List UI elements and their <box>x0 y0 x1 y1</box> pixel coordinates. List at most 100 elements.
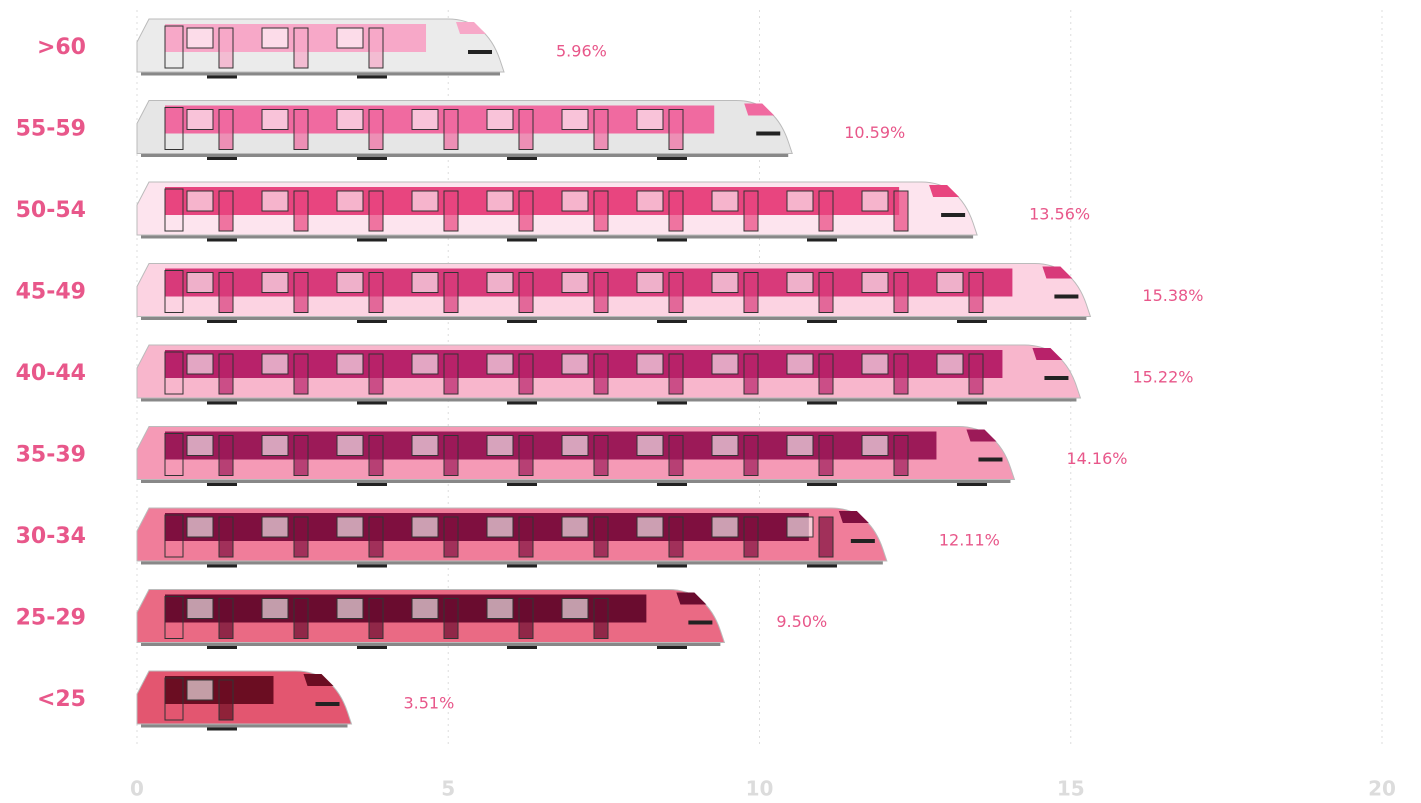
train-door <box>219 28 233 68</box>
train-door <box>519 599 533 639</box>
train-door <box>294 191 308 231</box>
train-door <box>519 354 533 394</box>
train-door <box>519 517 533 557</box>
train-window <box>187 599 213 619</box>
train-door <box>219 517 233 557</box>
train-window <box>937 354 963 374</box>
train-light <box>1044 376 1068 380</box>
train-window <box>337 599 363 619</box>
train-window <box>712 191 738 211</box>
train-door <box>669 517 683 557</box>
train-door <box>594 436 608 476</box>
train-door <box>594 110 608 150</box>
train-light <box>851 539 875 543</box>
train-window <box>637 110 663 130</box>
train <box>137 101 792 159</box>
train-door <box>369 110 383 150</box>
train <box>137 345 1080 403</box>
train-door <box>744 436 758 476</box>
train-door <box>444 110 458 150</box>
train-window <box>412 110 438 130</box>
train <box>137 264 1090 322</box>
train-door <box>294 517 308 557</box>
x-tick-label: 5 <box>441 777 455 801</box>
train-window <box>412 599 438 619</box>
train-door <box>744 191 758 231</box>
train-light <box>688 621 712 625</box>
train-window <box>187 436 213 456</box>
train-window <box>562 273 588 293</box>
train-window <box>787 517 813 537</box>
chart: 05101520>605.96%55-5910.59%50-5413.56%45… <box>0 0 1421 803</box>
y-tick-label: <25 <box>37 687 86 712</box>
train-nose <box>839 511 869 523</box>
train-window <box>262 28 288 48</box>
train-door <box>819 273 833 313</box>
train-nose <box>966 430 996 442</box>
train-window <box>562 599 588 619</box>
train-door <box>294 273 308 313</box>
train-door <box>594 354 608 394</box>
train-door <box>219 110 233 150</box>
train-window <box>412 436 438 456</box>
train-window <box>262 110 288 130</box>
train-light <box>756 132 780 136</box>
train-band <box>165 106 714 134</box>
train-door <box>369 28 383 68</box>
train-window <box>787 191 813 211</box>
train <box>137 590 724 648</box>
train-door <box>369 273 383 313</box>
train-window <box>487 354 513 374</box>
train-window <box>712 354 738 374</box>
train-window <box>262 599 288 619</box>
x-tick-label: 20 <box>1368 777 1396 801</box>
train-door <box>594 191 608 231</box>
y-tick-label: 25-29 <box>16 606 86 631</box>
train-window <box>337 436 363 456</box>
train-window <box>637 273 663 293</box>
train-window <box>487 436 513 456</box>
train-window <box>562 517 588 537</box>
train-window <box>787 273 813 293</box>
train-door <box>744 517 758 557</box>
train-light <box>1054 295 1078 299</box>
train-door <box>894 436 908 476</box>
train-window <box>412 354 438 374</box>
train-door <box>894 354 908 394</box>
train-window <box>187 273 213 293</box>
train-window <box>337 354 363 374</box>
train-door <box>294 110 308 150</box>
train-door <box>444 517 458 557</box>
train-window <box>637 436 663 456</box>
train-door <box>969 273 983 313</box>
train-window <box>787 436 813 456</box>
value-label: 3.51% <box>403 694 454 713</box>
train-door <box>669 273 683 313</box>
train-door <box>519 273 533 313</box>
train-window <box>412 517 438 537</box>
train-door <box>444 273 458 313</box>
train-window <box>712 273 738 293</box>
train-window <box>487 599 513 619</box>
train-door <box>219 273 233 313</box>
train-door <box>519 436 533 476</box>
train-window <box>262 191 288 211</box>
train-window <box>187 517 213 537</box>
value-label: 5.96% <box>556 42 607 61</box>
train-window <box>337 28 363 48</box>
y-tick-label: 45-49 <box>16 280 86 305</box>
train-window <box>412 273 438 293</box>
train-window <box>487 273 513 293</box>
train-window <box>562 191 588 211</box>
value-label: 15.38% <box>1142 286 1203 305</box>
train-nose <box>1032 348 1062 360</box>
train-window <box>487 110 513 130</box>
train-door <box>669 354 683 394</box>
train-door <box>369 517 383 557</box>
train-door <box>819 191 833 231</box>
y-tick-label: 30-34 <box>16 524 86 549</box>
train-window <box>862 273 888 293</box>
train-door <box>819 517 833 557</box>
train-door <box>369 599 383 639</box>
train-door <box>594 599 608 639</box>
